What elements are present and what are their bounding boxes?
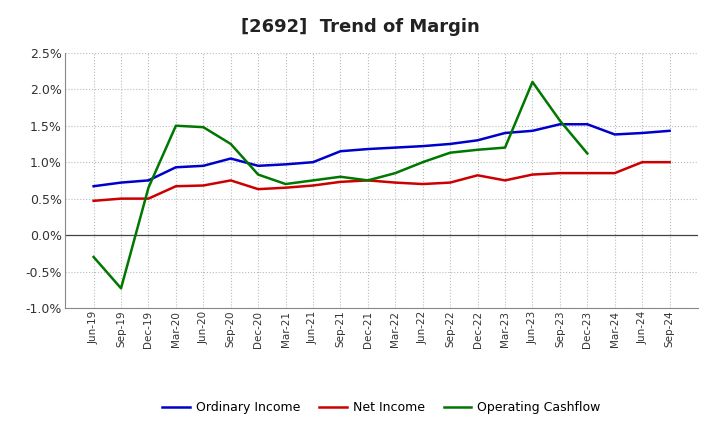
Ordinary Income [446, 141, 454, 147]
Operating Cashflow [473, 147, 482, 152]
Ordinary Income [336, 149, 345, 154]
Ordinary Income [89, 183, 98, 189]
Operating Cashflow [583, 151, 592, 156]
Net Income [611, 170, 619, 176]
Net Income [309, 183, 318, 188]
Operating Cashflow [144, 185, 153, 191]
Net Income [583, 170, 592, 176]
Ordinary Income [473, 138, 482, 143]
Operating Cashflow [528, 79, 537, 84]
Ordinary Income [117, 180, 125, 185]
Line: Operating Cashflow: Operating Cashflow [94, 82, 588, 288]
Operating Cashflow [171, 123, 180, 128]
Net Income [556, 170, 564, 176]
Ordinary Income [171, 165, 180, 170]
Net Income [665, 160, 674, 165]
Operating Cashflow [391, 170, 400, 176]
Net Income [391, 180, 400, 185]
Ordinary Income [282, 162, 290, 167]
Net Income [528, 172, 537, 177]
Line: Ordinary Income: Ordinary Income [94, 124, 670, 186]
Ordinary Income [556, 121, 564, 127]
Operating Cashflow [199, 125, 207, 130]
Operating Cashflow [500, 145, 509, 150]
Legend: Ordinary Income, Net Income, Operating Cashflow: Ordinary Income, Net Income, Operating C… [158, 396, 606, 419]
Operating Cashflow [89, 254, 98, 260]
Ordinary Income [364, 147, 372, 152]
Net Income [446, 180, 454, 185]
Net Income [282, 185, 290, 191]
Ordinary Income [199, 163, 207, 169]
Ordinary Income [418, 143, 427, 149]
Operating Cashflow [364, 178, 372, 183]
Net Income [254, 187, 263, 192]
Net Income [418, 181, 427, 187]
Operating Cashflow [226, 141, 235, 147]
Text: [2692]  Trend of Margin: [2692] Trend of Margin [240, 18, 480, 36]
Net Income [638, 160, 647, 165]
Operating Cashflow [117, 286, 125, 291]
Operating Cashflow [556, 118, 564, 123]
Net Income [89, 198, 98, 203]
Ordinary Income [611, 132, 619, 137]
Operating Cashflow [254, 172, 263, 177]
Ordinary Income [638, 130, 647, 136]
Net Income [226, 178, 235, 183]
Operating Cashflow [418, 160, 427, 165]
Operating Cashflow [336, 174, 345, 180]
Operating Cashflow [282, 181, 290, 187]
Line: Net Income: Net Income [94, 162, 670, 201]
Ordinary Income [226, 156, 235, 161]
Net Income [336, 179, 345, 184]
Net Income [117, 196, 125, 201]
Operating Cashflow [446, 150, 454, 155]
Ordinary Income [391, 145, 400, 150]
Net Income [473, 172, 482, 178]
Net Income [171, 183, 180, 189]
Net Income [500, 178, 509, 183]
Ordinary Income [665, 128, 674, 133]
Ordinary Income [500, 130, 509, 136]
Ordinary Income [528, 128, 537, 133]
Ordinary Income [583, 121, 592, 127]
Ordinary Income [309, 160, 318, 165]
Net Income [199, 183, 207, 188]
Ordinary Income [144, 178, 153, 183]
Ordinary Income [254, 163, 263, 169]
Operating Cashflow [309, 178, 318, 183]
Net Income [144, 196, 153, 201]
Net Income [364, 178, 372, 183]
